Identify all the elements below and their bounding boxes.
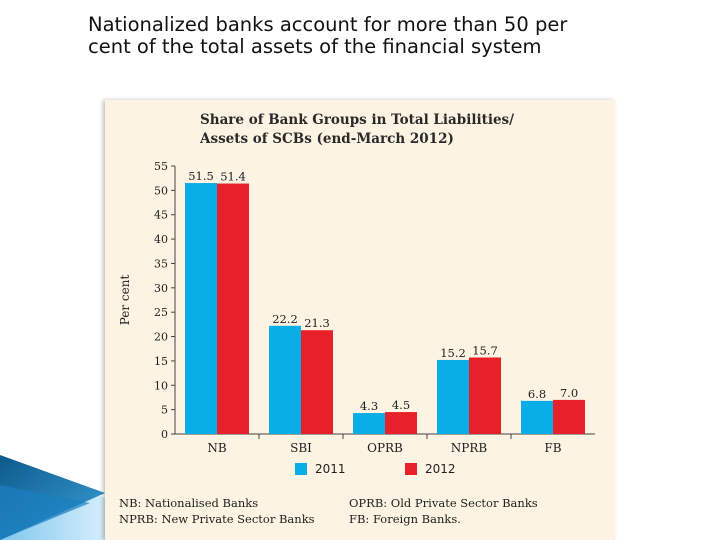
slide-title-line-2: cent of the total assets of the financia… — [88, 35, 542, 58]
legend-item-2011: 2011 — [295, 462, 346, 476]
legend-item-2012: 2012 — [405, 462, 456, 476]
y-axis-label: Per cent — [118, 275, 132, 326]
legend-swatch-2012 — [405, 463, 417, 475]
legend-swatch-2011 — [295, 463, 307, 475]
chart-title-line-1: Share of Bank Groups in Total Liabilitie… — [200, 112, 515, 128]
chart-title: Share of Bank Groups in Total Liabilitie… — [200, 111, 590, 149]
y-tick-label: 5 — [161, 404, 168, 417]
x-tick-label-nb: NB — [207, 441, 227, 455]
x-tick-label-sbi: SBI — [290, 441, 312, 455]
y-tick-label: 40 — [154, 233, 168, 246]
y-tick-label: 55 — [154, 160, 168, 173]
bar-nprb-2011 — [437, 359, 469, 434]
y-tick-label: 25 — [154, 306, 168, 319]
data-label-oprb-2012: 4.5 — [392, 398, 410, 412]
note-nb: NB: Nationalised Banks — [119, 496, 259, 510]
data-label-sbi-2012: 21.3 — [304, 316, 330, 330]
decorative-corner-graphic — [0, 455, 110, 540]
slide-title: Nationalized banks account for more than… — [88, 14, 688, 58]
bar-nprb-2012 — [469, 357, 501, 434]
data-label-nprb-2011: 15.2 — [440, 346, 466, 360]
bar-sbi-2012 — [301, 330, 333, 434]
data-label-fb-2011: 6.8 — [528, 387, 546, 401]
bar-nb-2011 — [185, 183, 217, 434]
bar-fb-2012 — [553, 399, 585, 434]
data-label-oprb-2011: 4.3 — [360, 399, 378, 413]
bar-chart: 0 5 10 15 20 25 30 35 40 45 50 55 Per cent 51.5 51.4 NB… — [118, 160, 595, 455]
chart-panel: Share of Bank Groups in Total Liabilitie… — [105, 100, 615, 540]
data-label-fb-2012: 7.0 — [560, 386, 578, 400]
bar-fb-2011 — [521, 400, 553, 434]
note-oprb: OPRB: Old Private Sector Banks — [349, 496, 538, 510]
y-tick-label: 20 — [154, 331, 168, 344]
note-fb: FB: Foreign Banks. — [349, 512, 461, 526]
legend-label-2012: 2012 — [425, 462, 456, 476]
y-tick-label: 30 — [154, 282, 168, 295]
data-label-nb-2012: 51.4 — [220, 170, 246, 184]
data-label-nprb-2012: 15.7 — [472, 343, 498, 357]
slide-title-line-1: Nationalized banks account for more than… — [88, 13, 568, 36]
chart-title-line-2: Assets of SCBs (end-March 2012) — [200, 131, 454, 147]
x-tick-label-fb: FB — [544, 441, 561, 455]
bar-oprb-2012 — [385, 412, 417, 434]
bar-sbi-2011 — [269, 325, 301, 434]
y-tick-label: 0 — [161, 428, 168, 441]
y-tick-label: 10 — [154, 379, 168, 392]
note-nprb: NPRB: New Private Sector Banks — [119, 512, 315, 526]
bar-oprb-2011 — [353, 413, 385, 434]
bar-nb-2012 — [217, 183, 249, 434]
data-label-nb-2011: 51.5 — [188, 169, 214, 183]
y-tick-label: 45 — [154, 209, 168, 222]
y-tick-label: 15 — [154, 355, 168, 368]
data-label-sbi-2011: 22.2 — [272, 312, 298, 326]
x-tick-label-nprb: NPRB — [451, 441, 488, 455]
y-tick-label: 35 — [154, 257, 168, 270]
x-tick-label-oprb: OPRB — [367, 441, 403, 455]
y-tick-label: 50 — [154, 184, 168, 197]
legend-label-2011: 2011 — [315, 462, 346, 476]
